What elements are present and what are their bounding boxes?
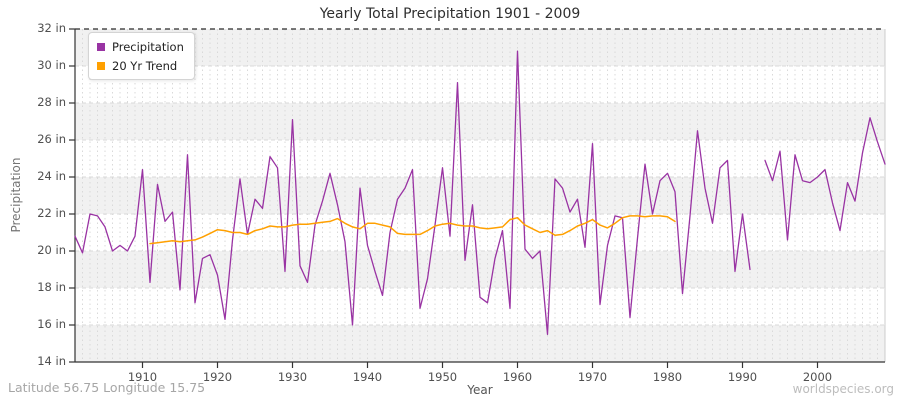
precipitation-line	[74, 50, 751, 335]
y-tick-label: 26 in	[37, 132, 66, 146]
y-tick-label: 14 in	[37, 354, 66, 368]
y-axis-title: Precipitation	[9, 157, 23, 233]
x-tick-label: 1970	[577, 370, 608, 384]
x-tick-label: 1920	[202, 370, 233, 384]
chart-title: Yearly Total Precipitation 1901 - 2009	[319, 6, 581, 22]
y-tick-label: 28 in	[37, 95, 66, 109]
legend-label: 20 Yr Trend	[112, 58, 178, 73]
y-tick-label: 16 in	[37, 317, 66, 331]
legend-item-precipitation: Precipitation	[97, 37, 184, 56]
plot-band	[75, 103, 885, 140]
y-tick-label: 30 in	[37, 58, 66, 72]
y-tick-label: 18 in	[37, 280, 66, 294]
x-tick-label: 1940	[352, 370, 383, 384]
coordinates-caption: Latitude 56.75 Longitude 15.75	[8, 380, 206, 395]
legend-item-trend: 20 Yr Trend	[97, 56, 184, 75]
x-tick-label: 1950	[427, 370, 458, 384]
precipitation-line	[764, 117, 886, 241]
y-tick-label: 22 in	[37, 206, 66, 220]
x-tick-label: 1910	[127, 370, 158, 384]
x-tick-label: 1930	[277, 370, 308, 384]
y-tick-label: 24 in	[37, 169, 66, 183]
x-tick-label: 2000	[802, 370, 833, 384]
legend: Precipitation 20 Yr Trend	[88, 32, 195, 80]
watermark: worldspecies.org	[792, 382, 894, 396]
legend-label: Precipitation	[112, 39, 184, 54]
trend-line	[149, 215, 676, 245]
x-axis-title: Year	[467, 383, 493, 397]
trend-swatch-icon	[97, 61, 105, 70]
y-tick-label: 20 in	[37, 243, 66, 257]
x-tick-label: 1990	[727, 370, 758, 384]
y-tick-label: 32 in	[37, 21, 66, 35]
plot-band	[75, 140, 885, 177]
precipitation-swatch-icon	[97, 42, 105, 51]
x-tick-label: 1960	[502, 370, 533, 384]
x-tick-label: 1980	[652, 370, 683, 384]
